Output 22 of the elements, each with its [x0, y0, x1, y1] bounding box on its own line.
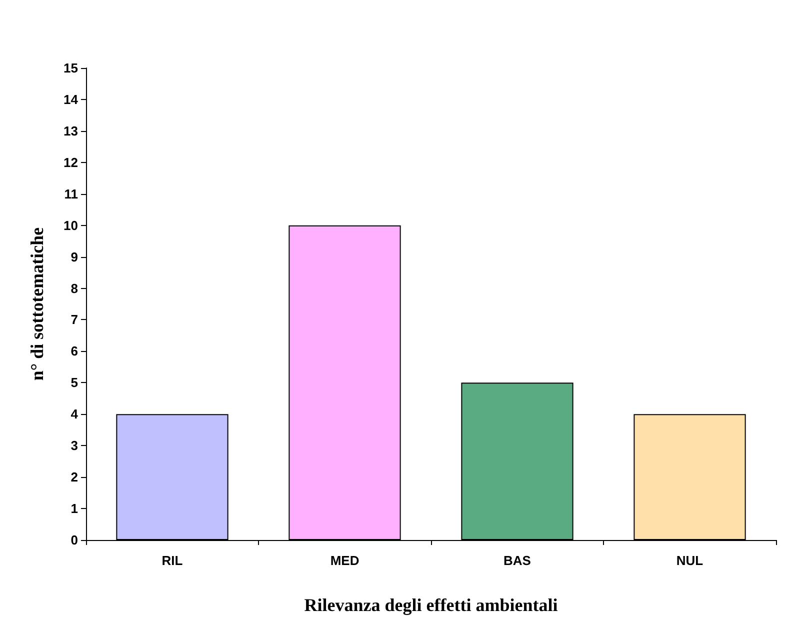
y-tick-label: 14 [64, 92, 79, 107]
x-tick-label: RIL [162, 553, 183, 568]
y-tick-label: 8 [70, 280, 78, 296]
x-tick-label: BAS [504, 553, 532, 568]
y-tick-label: 13 [64, 123, 78, 138]
y-tick-label: 3 [70, 438, 78, 454]
y-tick-label: 6 [70, 344, 78, 359]
y-tick-label: 1 [70, 501, 78, 516]
y-tick-label: 0 [70, 532, 78, 548]
x-tick-label: NUL [676, 553, 704, 568]
y-tick-label: 5 [70, 375, 78, 390]
y-tick-label: 4 [70, 406, 79, 422]
y-axis-title: n° di sottotematiche [27, 227, 47, 381]
y-tick-label: 9 [70, 249, 78, 264]
y-tick-label: 15 [64, 60, 78, 76]
y-tick-label: 2 [70, 470, 78, 485]
y-tick-label: 12 [64, 154, 78, 170]
x-axis-title: Rilevanza degli effetti ambientali [304, 595, 558, 615]
y-tick-label: 10 [64, 218, 78, 233]
y-tick-label: 7 [70, 312, 78, 328]
y-tick-label: 11 [64, 186, 78, 202]
x-tick-label: MED [330, 553, 360, 568]
